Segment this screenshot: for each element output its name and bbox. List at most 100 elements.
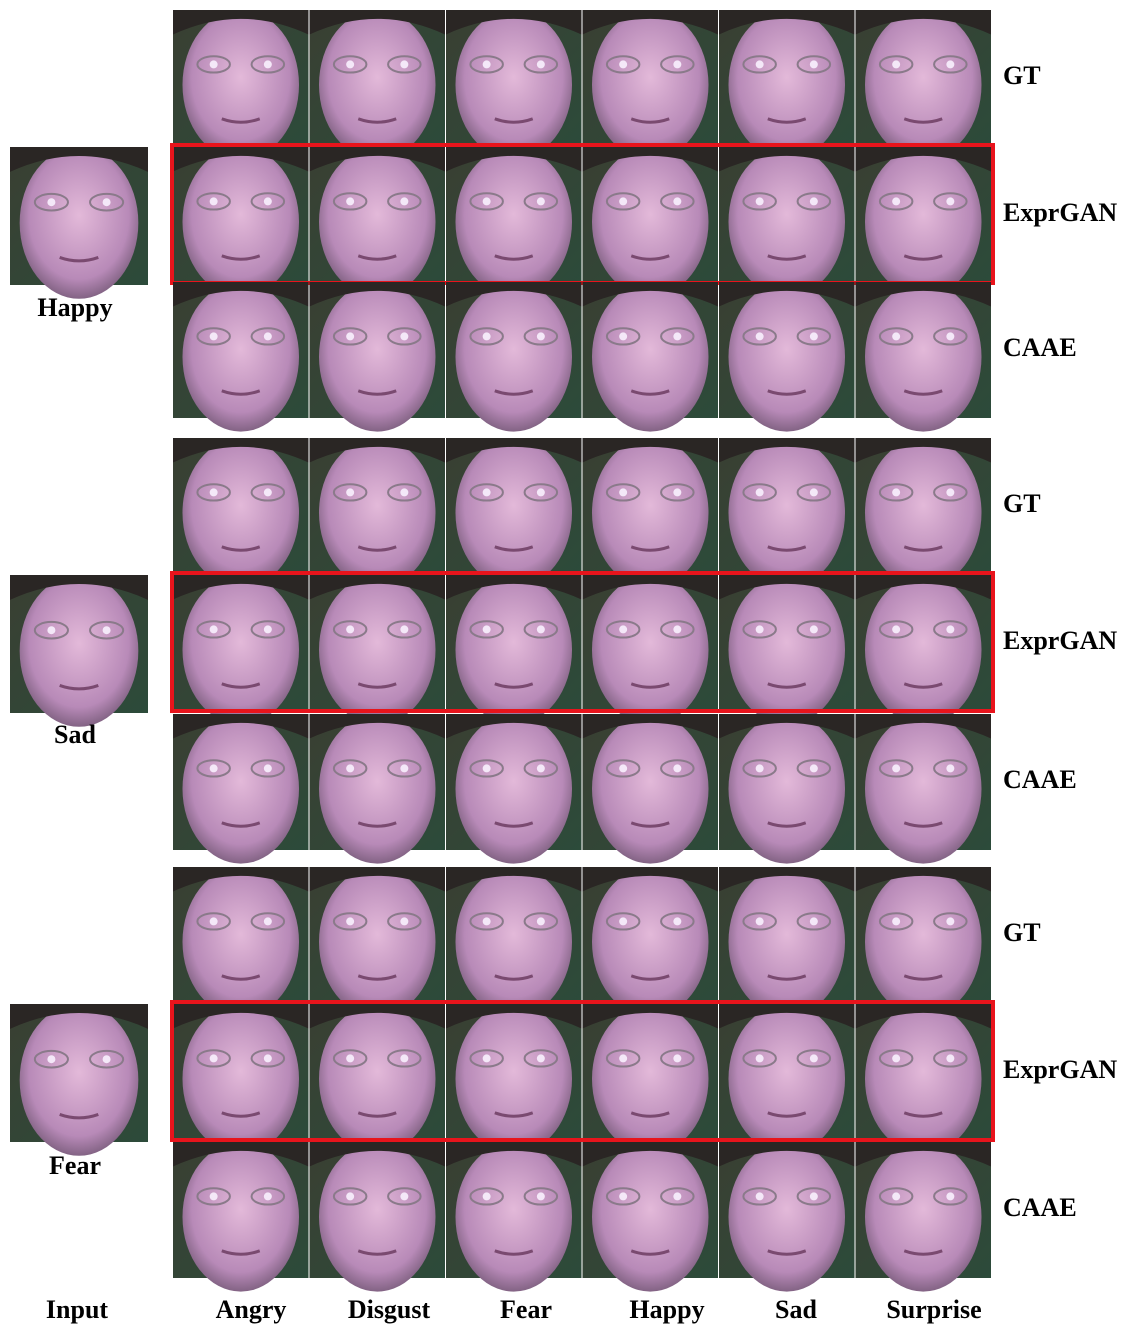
face	[455, 438, 572, 588]
face-image	[173, 147, 309, 297]
face	[728, 147, 845, 297]
eye-glint	[346, 625, 354, 633]
eye-glint	[103, 626, 111, 634]
face	[592, 10, 709, 160]
eye-glint	[483, 197, 491, 205]
eye-glint	[946, 1054, 954, 1062]
face	[20, 575, 139, 727]
row-label: CAAE	[1003, 1193, 1077, 1222]
eye-glint	[619, 917, 627, 925]
eye-glint	[103, 1055, 111, 1063]
eye-glint	[756, 917, 764, 925]
eye-glint	[619, 332, 627, 340]
face	[865, 575, 982, 725]
face-image	[310, 714, 446, 864]
eye-glint	[673, 197, 681, 205]
face-image	[583, 714, 719, 864]
face-image	[446, 282, 582, 432]
eye-glint	[483, 1192, 491, 1200]
eye-glint	[619, 60, 627, 68]
face-image	[856, 867, 992, 1017]
face-image	[719, 10, 855, 160]
eye-glint	[673, 917, 681, 925]
row-label: GT	[1003, 61, 1041, 90]
eye-glint	[537, 332, 545, 340]
face-image	[446, 1142, 582, 1292]
face	[319, 1142, 436, 1292]
face-image	[856, 10, 992, 160]
face-image	[310, 10, 446, 160]
row-label: CAAE	[1003, 765, 1077, 794]
face	[728, 438, 845, 588]
face-image	[583, 438, 719, 588]
eye-glint	[210, 197, 218, 205]
eye-glint	[346, 917, 354, 925]
eye-glint	[756, 1054, 764, 1062]
eye-glint	[483, 60, 491, 68]
face-image	[10, 147, 148, 299]
face	[455, 867, 572, 1017]
face	[728, 282, 845, 432]
eye-glint	[756, 764, 764, 772]
eye-glint	[756, 625, 764, 633]
eye-glint	[400, 60, 408, 68]
eye-glint	[537, 197, 545, 205]
face	[20, 1004, 139, 1156]
face-image	[446, 10, 582, 160]
face-image	[583, 1004, 719, 1154]
row-label: GT	[1003, 918, 1041, 947]
eye-glint	[400, 488, 408, 496]
face-image	[310, 575, 446, 725]
eye-glint	[946, 625, 954, 633]
face	[455, 10, 572, 160]
face	[865, 1142, 982, 1292]
face	[728, 1004, 845, 1154]
face-image	[173, 1004, 309, 1154]
eye-glint	[892, 60, 900, 68]
eye-glint	[264, 332, 272, 340]
face	[20, 147, 139, 299]
eye-glint	[673, 332, 681, 340]
eye-glint	[537, 764, 545, 772]
eye-glint	[210, 625, 218, 633]
face	[319, 10, 436, 160]
eye-glint	[946, 764, 954, 772]
face	[182, 1004, 299, 1154]
eye-glint	[400, 197, 408, 205]
eye-glint	[400, 764, 408, 772]
eye-glint	[756, 197, 764, 205]
eye-glint	[673, 60, 681, 68]
face	[182, 282, 299, 432]
eye-glint	[264, 917, 272, 925]
eye-glint	[537, 488, 545, 496]
face	[728, 10, 845, 160]
eye-glint	[619, 197, 627, 205]
face	[865, 438, 982, 588]
face	[455, 147, 572, 297]
face	[728, 867, 845, 1017]
eye-glint	[673, 1192, 681, 1200]
eye-glint	[483, 488, 491, 496]
eye-glint	[210, 917, 218, 925]
face-image	[719, 282, 855, 432]
eye-glint	[810, 1192, 818, 1200]
face	[728, 1142, 845, 1292]
eye-glint	[210, 60, 218, 68]
eye-glint	[483, 332, 491, 340]
eye-glint	[810, 1054, 818, 1062]
eye-glint	[892, 917, 900, 925]
face-image	[856, 575, 992, 725]
face	[455, 282, 572, 432]
eye-glint	[264, 60, 272, 68]
face	[455, 1004, 572, 1154]
face-image	[173, 1142, 309, 1292]
face-image	[719, 438, 855, 588]
face-image	[173, 282, 309, 432]
eye-glint	[810, 488, 818, 496]
row-label: ExprGAN	[1003, 198, 1117, 227]
eye-glint	[892, 764, 900, 772]
face-image	[856, 438, 992, 588]
column-label: Sad	[775, 1295, 817, 1324]
face-image	[310, 867, 446, 1017]
face	[592, 438, 709, 588]
